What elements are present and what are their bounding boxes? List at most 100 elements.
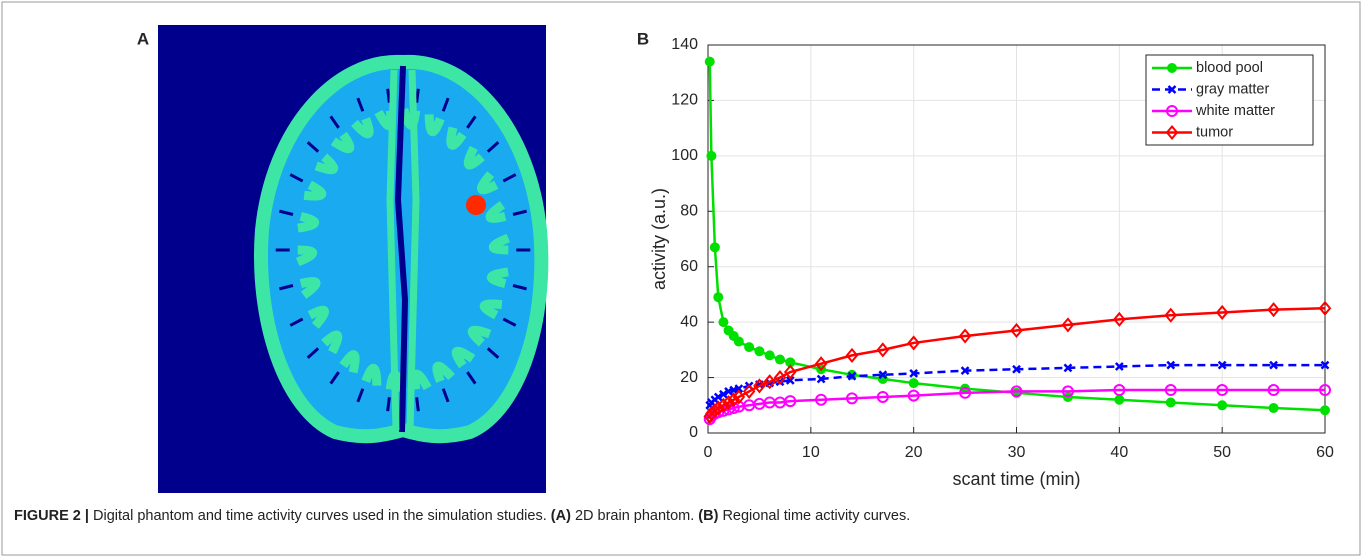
gyrus <box>295 245 318 267</box>
sulcus <box>329 371 340 385</box>
sulcus <box>441 97 450 112</box>
sulcus <box>279 284 294 291</box>
marker <box>717 397 730 413</box>
y-tick-label: 60 <box>680 258 698 275</box>
marker <box>709 242 720 253</box>
marker <box>713 292 724 303</box>
caption-text: 2D brain phantom. <box>574 508 695 524</box>
marker <box>847 371 857 381</box>
y-tick-label: 120 <box>671 92 698 109</box>
marker <box>876 342 890 358</box>
sulcus <box>356 97 365 112</box>
sulcus <box>279 209 294 216</box>
marker <box>959 386 972 399</box>
x-axis-label: scant time (min) <box>952 469 1080 489</box>
marker <box>1217 360 1227 370</box>
sulcus <box>502 317 517 327</box>
brain-phantom <box>158 25 549 493</box>
y-axis-label: activity (a.u.) <box>649 188 669 290</box>
x-tick-label: 40 <box>1110 444 1128 461</box>
sulcus <box>466 115 477 129</box>
marker <box>1063 363 1073 373</box>
gyrus <box>451 346 476 369</box>
marker <box>1166 360 1176 370</box>
panel-label: B <box>637 29 649 48</box>
sulcus <box>441 388 450 403</box>
marker <box>1216 384 1229 397</box>
marker <box>744 342 755 353</box>
sulcus <box>502 173 517 183</box>
midline-gm <box>386 69 420 431</box>
y-tick-label: 100 <box>671 147 698 164</box>
marker <box>1114 394 1125 405</box>
marker <box>1319 384 1331 397</box>
gyrus <box>307 305 329 329</box>
marker <box>713 392 723 402</box>
marker <box>1215 304 1229 321</box>
marker <box>909 369 919 378</box>
marker <box>1114 362 1124 371</box>
marker <box>734 384 744 394</box>
marker <box>908 378 919 389</box>
y-tick-label: 20 <box>680 369 698 386</box>
marker <box>1318 300 1332 316</box>
legend-marker <box>1167 85 1177 94</box>
marker <box>1010 385 1023 398</box>
gyrus <box>303 180 327 201</box>
x-tick-label: 10 <box>802 444 820 461</box>
marker <box>1113 384 1126 397</box>
gyrus <box>467 325 492 347</box>
legend-label: white matter <box>1195 103 1275 119</box>
gyrus <box>297 212 320 233</box>
gyrus <box>339 350 360 374</box>
sulcus <box>466 371 477 385</box>
marker <box>1164 307 1178 323</box>
marker <box>774 354 785 365</box>
marker <box>845 392 858 405</box>
y-tick-label: 80 <box>680 203 698 220</box>
marker <box>845 347 859 363</box>
marker <box>1267 384 1280 397</box>
marker <box>733 336 744 347</box>
x-tick-label: 20 <box>905 444 923 461</box>
sulcus <box>306 347 320 359</box>
marker <box>1165 397 1176 408</box>
caption-text: Regional time activity curves. <box>722 508 911 524</box>
marker <box>1268 403 1279 414</box>
legend-marker <box>1167 63 1177 73</box>
legend-marker <box>1165 124 1179 141</box>
tumor-region <box>466 195 486 215</box>
panel-label: A <box>137 29 149 48</box>
legend-marker <box>1166 105 1178 117</box>
sulcus <box>486 347 500 359</box>
gyrus <box>351 117 374 139</box>
sulcus <box>329 115 340 129</box>
gyrus <box>477 171 499 195</box>
midline <box>394 65 409 433</box>
marker <box>1267 302 1280 318</box>
caption-label: FIGURE 2 | <box>14 508 89 524</box>
marker <box>1010 322 1023 339</box>
marker <box>704 56 715 67</box>
y-tick-label: 40 <box>680 313 698 330</box>
marker <box>816 374 826 384</box>
marker <box>907 335 920 351</box>
marker <box>754 346 765 357</box>
marker <box>784 395 797 408</box>
gyrus <box>432 361 455 383</box>
marker <box>764 350 775 361</box>
x-tick-label: 60 <box>1316 444 1334 461</box>
gyrus <box>361 363 382 386</box>
gyrus <box>485 201 507 223</box>
marker <box>773 370 787 386</box>
axes-box <box>707 44 1326 434</box>
caption-text: Digital phantom and time activity curves… <box>93 508 547 524</box>
gyrus <box>299 277 321 299</box>
gyrus <box>488 233 511 255</box>
marker <box>742 383 756 399</box>
gyrus <box>314 153 339 175</box>
sulcus <box>386 88 391 103</box>
sulcus <box>356 388 365 403</box>
